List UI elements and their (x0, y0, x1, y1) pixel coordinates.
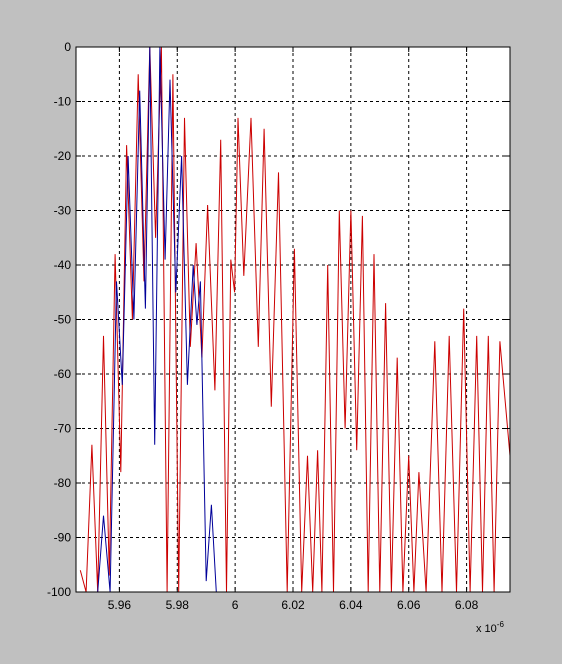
x-tick-label: 6.06 (397, 598, 421, 612)
x-tick-label: 6.02 (281, 598, 305, 612)
y-tick-label: -90 (54, 531, 72, 545)
y-tick-label: -40 (54, 258, 72, 272)
y-tick-label: -70 (54, 422, 72, 436)
y-tick-label: -50 (54, 313, 72, 327)
x-tick-label: 6.04 (339, 598, 363, 612)
series-group (79, 47, 510, 592)
y-tick-label: -100 (47, 585, 71, 599)
y-tick-label: -80 (54, 476, 72, 490)
x-exponent-label: x 10-6 (476, 620, 504, 635)
y-tick-label: 0 (64, 40, 71, 54)
y-tick-label: -10 (54, 95, 72, 109)
series-line-2 (91, 47, 217, 592)
y-tick-label: -20 (54, 149, 72, 163)
x-tick-label: 6.08 (455, 598, 479, 612)
x-tick-label: 5.96 (108, 598, 132, 612)
y-tick-label: -30 (54, 204, 72, 218)
plot-area: 5.96 5.98 6 6.02 6.04 6.06 6.08 0 -10 -20 -30 -40 -5… (47, 40, 511, 612)
y-tick-label: -60 (54, 367, 72, 381)
x-tick-label: 5.98 (166, 598, 190, 612)
x-tick-label: 6 (232, 598, 239, 612)
